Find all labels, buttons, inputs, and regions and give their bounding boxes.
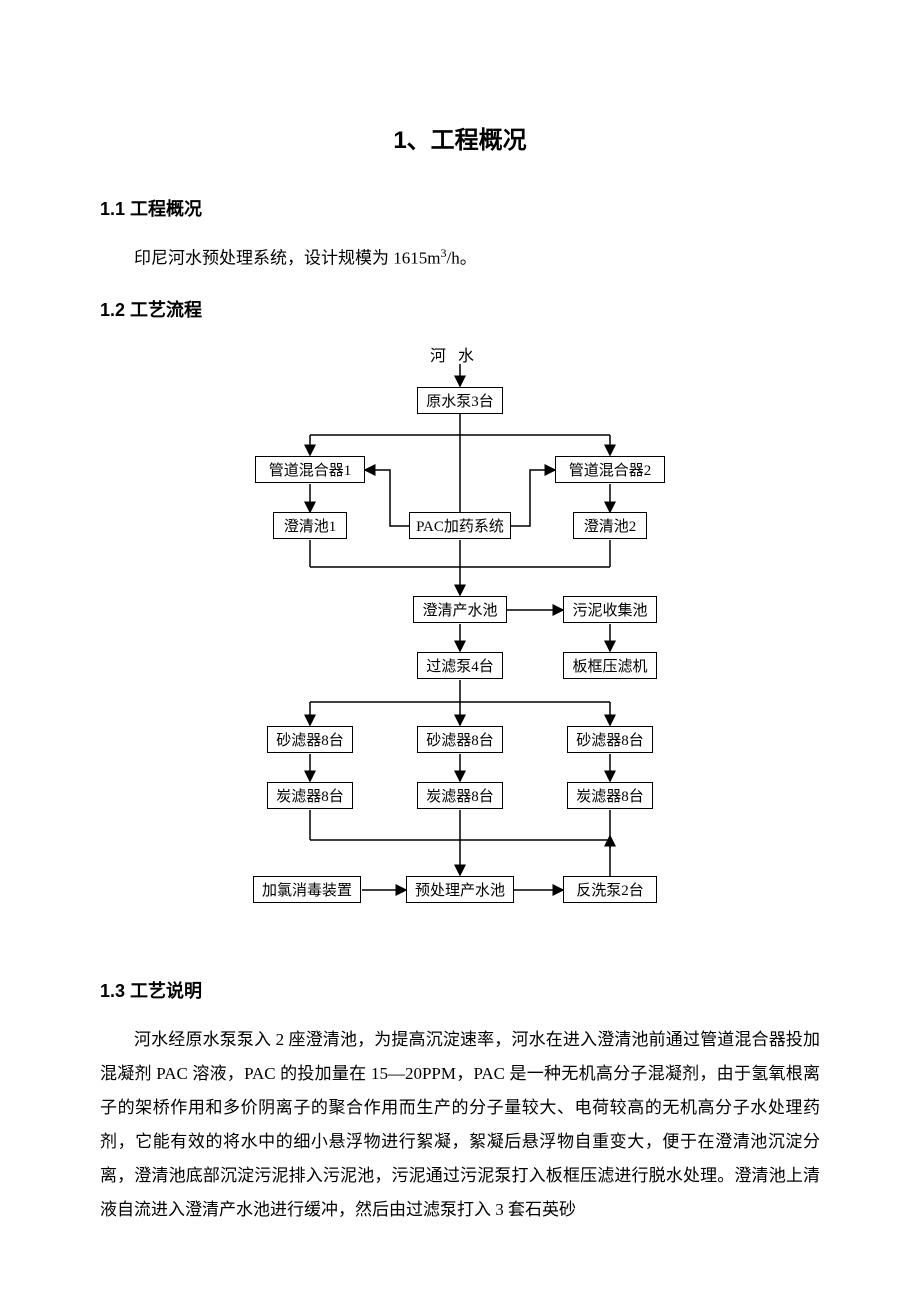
page-title: 1、工程概况 [100,120,820,155]
node-filter-pump: 过滤泵4台 [417,652,503,679]
node-mixer-2: 管道混合器2 [555,456,665,483]
body-suffix: /h。 [446,249,476,268]
flowchart-container: 河 水 原水泵3台 管道混合器1 管道混合器2 澄清池1 PAC加药系统 澄清池… [100,342,820,952]
node-sludge-tank: 污泥收集池 [563,596,657,623]
node-river-water: 河 水 [430,342,478,366]
node-clarifier-1: 澄清池1 [273,512,347,539]
section-1-2-heading: 1.2 工艺流程 [100,296,820,322]
node-backwash-pump: 反洗泵2台 [563,876,657,903]
section-1-1-body: 印尼河水预处理系统，设计规模为 1615m3/h。 [100,241,820,276]
node-carbon-center: 炭滤器8台 [417,782,503,809]
node-pretreat-tank: 预处理产水池 [406,876,514,903]
node-sand-right: 砂滤器8台 [567,726,653,753]
node-pac-dosing: PAC加药系统 [409,512,511,539]
node-clarifier-2: 澄清池2 [573,512,647,539]
node-clarified-tank: 澄清产水池 [413,596,507,623]
node-carbon-left: 炭滤器8台 [267,782,353,809]
section-1-1-heading: 1.1 工程概况 [100,195,820,221]
node-raw-pump: 原水泵3台 [417,387,503,414]
node-carbon-right: 炭滤器8台 [567,782,653,809]
node-mixer-1: 管道混合器1 [255,456,365,483]
section-1-3-body: 河水经原水泵泵入 2 座澄清池，为提高沉淀速率，河水在进入澄清池前通过管道混合器… [100,1023,820,1227]
node-sand-center: 砂滤器8台 [417,726,503,753]
node-chlorine: 加氯消毒装置 [253,876,361,903]
body-prefix: 印尼河水预处理系统，设计规模为 1615m [134,249,440,268]
document-page: 1、工程概况 1.1 工程概况 印尼河水预处理系统，设计规模为 1615m3/h… [0,0,920,1287]
node-plate-filter: 板框压滤机 [563,652,657,679]
section-1-3-heading: 1.3 工艺说明 [100,977,820,1003]
flowchart-connectors [225,342,695,952]
node-sand-left: 砂滤器8台 [267,726,353,753]
process-flowchart: 河 水 原水泵3台 管道混合器1 管道混合器2 澄清池1 PAC加药系统 澄清池… [225,342,695,952]
